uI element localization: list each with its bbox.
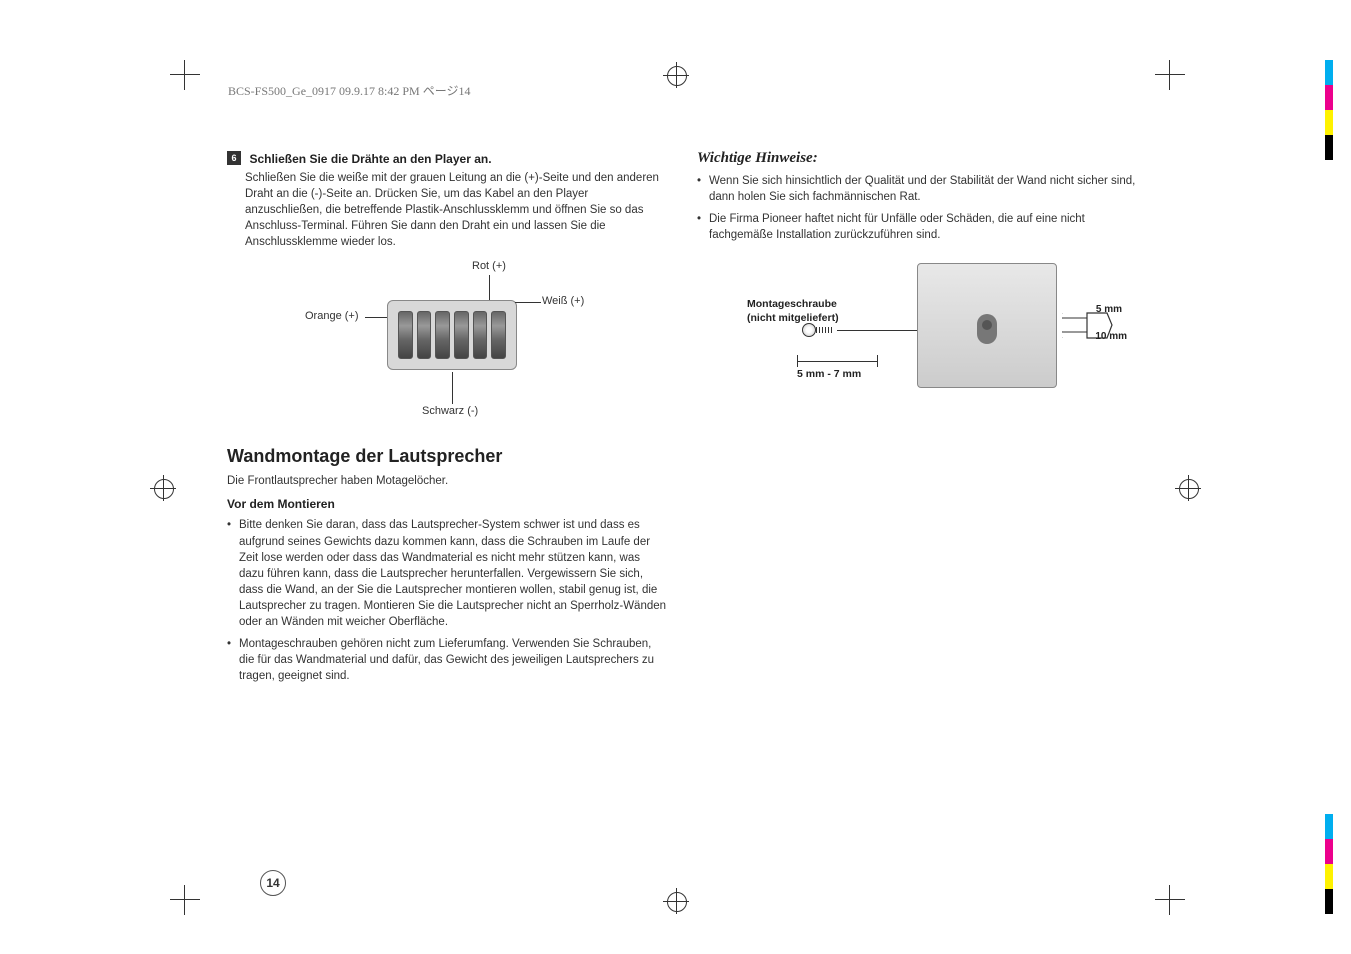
screw-label-line1: Montageschraube <box>747 298 839 312</box>
crop-mark <box>1155 885 1185 915</box>
registration-mark <box>1175 475 1201 501</box>
mounting-bullets: Bitte denken Sie daran, dass das Lautspr… <box>227 517 667 684</box>
screw-icon <box>802 323 832 339</box>
bullet-item: Bitte denken Sie daran, dass das Lautspr… <box>227 517 667 630</box>
label-orange: Orange (+) <box>305 310 359 322</box>
left-column: 6 Schließen Sie die Drähte an den Player… <box>227 150 667 690</box>
connector-diagram: Rot (+) Weiß (+) Orange (+) Schwarz (-) <box>257 260 637 430</box>
hints-bullets: Wenn Sie sich hinsichtlich der Qualität … <box>697 173 1137 243</box>
crop-mark <box>1155 60 1185 90</box>
step-number-badge: 6 <box>227 151 241 165</box>
dim-5mm: 5 mm <box>1096 303 1122 316</box>
crop-mark <box>170 60 200 90</box>
speaker-box <box>917 263 1057 388</box>
screw-label: Montageschraube (nicht mitgeliefert) <box>747 298 839 325</box>
connector-body <box>387 300 517 370</box>
keyhole-icon <box>977 314 997 344</box>
gap-label: 5 mm - 7 mm <box>797 368 861 382</box>
step-title: Schließen Sie die Drähte an den Player a… <box>249 152 491 166</box>
registration-mark <box>663 62 689 88</box>
registration-mark <box>150 475 176 501</box>
dim-10mm: 10 mm <box>1095 330 1127 343</box>
color-bar <box>1325 814 1333 914</box>
right-column: Wichtige Hinweise: Wenn Sie sich hinsich… <box>697 150 1137 690</box>
bullet-item: Wenn Sie sich hinsichtlich der Qualität … <box>697 173 1137 205</box>
step-6: 6 Schließen Sie die Drähte an den Player… <box>227 150 667 250</box>
bullet-item: Die Firma Pioneer haftet nicht für Unfäl… <box>697 211 1137 243</box>
label-weiss: Weiß (+) <box>542 295 584 307</box>
page-number: 14 <box>260 870 286 896</box>
registration-mark <box>663 888 689 914</box>
mount-diagram: Montageschraube (nicht mitgeliefert) 5 m… <box>697 263 1117 403</box>
step-body: Schließen Sie die weiße mit der grauen L… <box>245 170 667 250</box>
page-content: 6 Schließen Sie die Drähte an den Player… <box>227 150 1147 690</box>
subhead-before-mounting: Vor dem Montieren <box>227 497 667 511</box>
print-header: BCS-FS500_Ge_0917 09.9.17 8:42 PM ページ14 <box>228 82 470 99</box>
section-intro: Die Frontlautsprecher haben Motagelöcher… <box>227 475 667 487</box>
label-rot: Rot (+) <box>472 260 506 272</box>
label-schwarz: Schwarz (-) <box>422 405 478 417</box>
color-bar <box>1325 60 1333 160</box>
crop-mark <box>170 885 200 915</box>
bullet-item: Montageschrauben gehören nicht zum Liefe… <box>227 636 667 684</box>
hints-title: Wichtige Hinweise: <box>697 150 1137 167</box>
section-heading: Wandmontage der Lautsprecher <box>227 446 667 467</box>
